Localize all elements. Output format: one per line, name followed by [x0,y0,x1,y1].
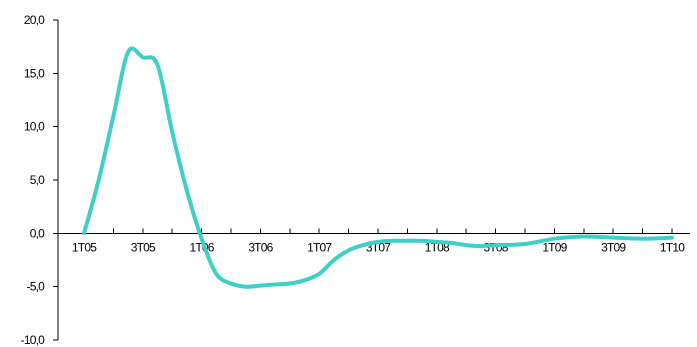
series-group [82,46,674,289]
x-tick-label: 3T09 [601,240,626,254]
y-tick-label: 10,0 [24,120,45,134]
y-axis: 20,0 15,0 10,0 5,0 0,0 -5,0 -10,0 [21,13,59,347]
y-tick-label: 5,0 [30,173,45,187]
x-tick-label: 1T06 [190,240,215,254]
x-tick-label: 1T09 [542,240,567,254]
y-tick-label: 15,0 [24,66,45,80]
x-tick-label: 1T10 [660,240,685,254]
y-tick-label: -10,0 [21,333,45,347]
x-tick-label: 1T05 [72,240,97,254]
x-tick-label: 3T05 [131,240,156,254]
x-tick-label: 3T06 [248,240,273,254]
y-tick-label: 20,0 [24,13,45,27]
y-tick-label: 0,0 [30,226,45,240]
series-line [82,46,674,289]
x-tick-label: 1T07 [307,240,332,254]
y-tick-label: -5,0 [27,280,46,294]
